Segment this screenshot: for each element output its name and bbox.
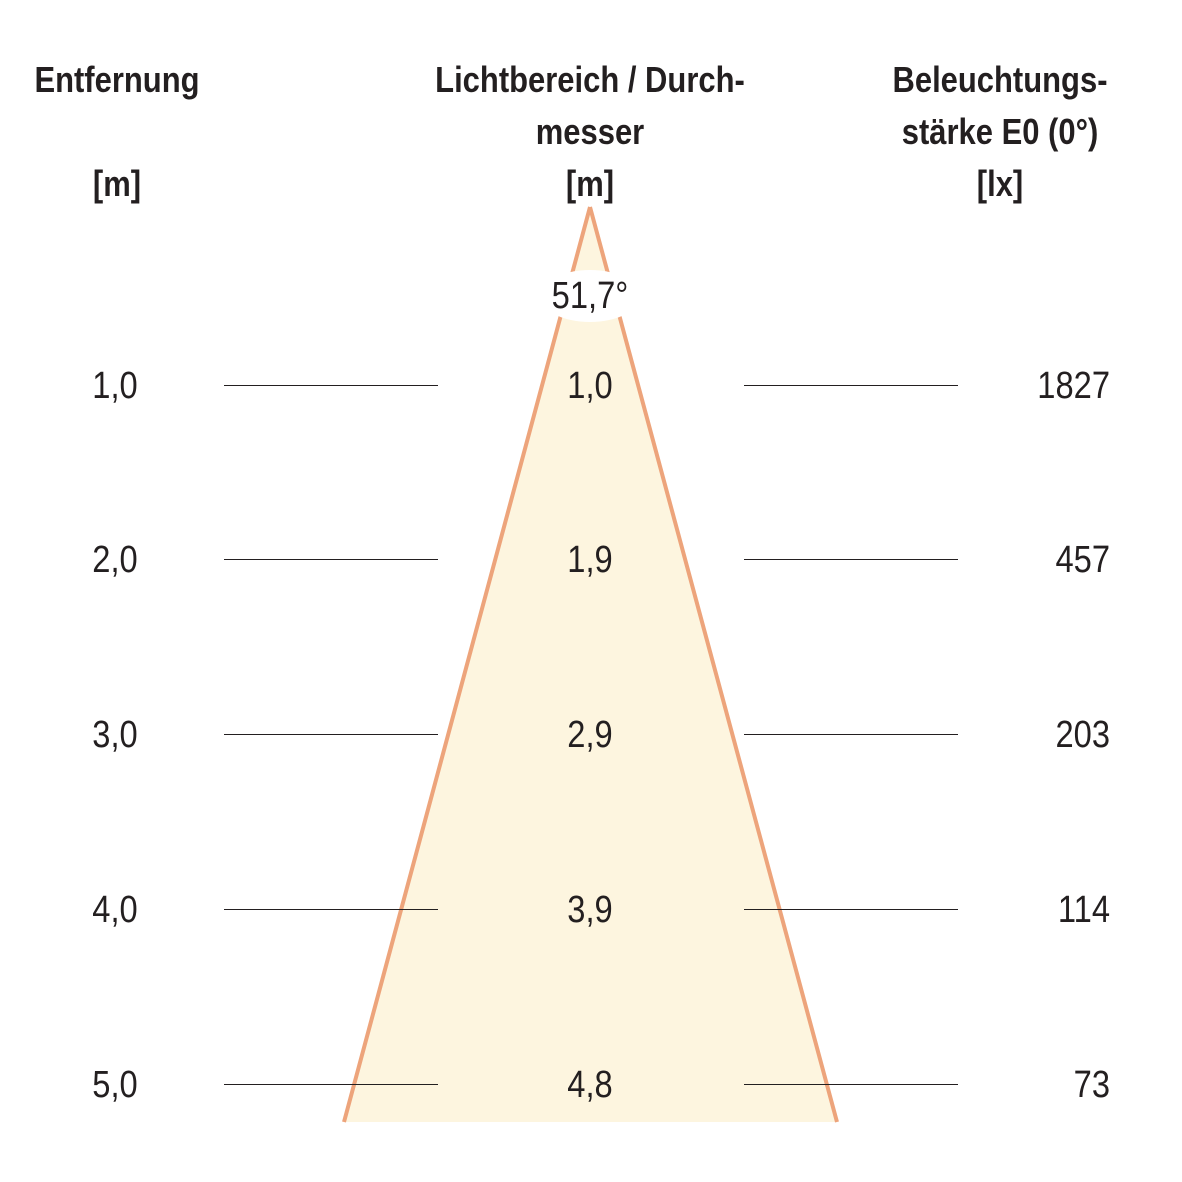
diameter-value: 3,9 [567,889,613,931]
illuminance-header-line-2: stärke E0 (0°) [901,111,1099,152]
distance-row: 3,0 2,9 203 [0,713,1182,757]
row-divider-left [224,909,438,910]
distance-header-line-2 [31,106,203,158]
distance-value: 2,0 [92,539,138,581]
distance-value: 1,0 [92,365,138,407]
light-cone-left-edge [342,206,592,1123]
distance-value: 5,0 [92,1064,138,1106]
diameter-column-header: Lichtbereich / Durch- messer [m] [422,54,757,210]
distance-row: 2,0 1,9 457 [0,538,1182,582]
distance-header-line-1: Entfernung [34,59,200,100]
row-divider-left [224,385,438,386]
illuminance-header-line-1: Beleuchtungs- [892,59,1108,100]
row-divider-right [744,1084,958,1085]
distance-column-header: Entfernung [m] [31,54,203,210]
illuminance-value: 203 [1055,714,1110,756]
distance-row: 4,0 3,9 114 [0,888,1182,932]
illuminance-value: 114 [1057,889,1110,931]
diameter-header-line-2: messer [535,111,645,152]
diameter-header-line-1: Lichtbereich / Durch- [435,59,745,100]
row-divider-left [224,1084,438,1085]
diameter-header-line-3: [m] [565,163,615,204]
illuminance-value: 457 [1055,539,1110,581]
distance-value: 3,0 [92,714,138,756]
beam-angle-label: 51,7° [551,275,629,317]
illuminance-value: 73 [1073,1064,1110,1106]
light-cone-right-edge [588,206,839,1123]
row-divider-left [224,559,438,560]
diameter-value: 4,8 [567,1064,613,1106]
diameter-value: 1,9 [567,539,613,581]
distance-header-line-3: [m] [92,163,142,204]
light-cone-fill [344,210,836,1122]
row-divider-left [224,734,438,735]
diameter-value: 2,9 [567,714,613,756]
row-divider-right [744,385,958,386]
row-divider-right [744,909,958,910]
illuminance-value: 1827 [1037,365,1110,407]
distance-value: 4,0 [92,889,138,931]
distance-row: 1,0 1,0 1827 [0,364,1182,408]
row-divider-right [744,559,958,560]
distance-row: 5,0 4,8 73 [0,1063,1182,1107]
illuminance-header-line-3: [lx] [976,163,1024,204]
beam-angle-label-background [540,270,640,322]
row-divider-right [744,734,958,735]
illuminance-column-header: Beleuchtungs- stärke E0 (0°) [lx] [871,54,1129,210]
diameter-value: 1,0 [567,365,613,407]
